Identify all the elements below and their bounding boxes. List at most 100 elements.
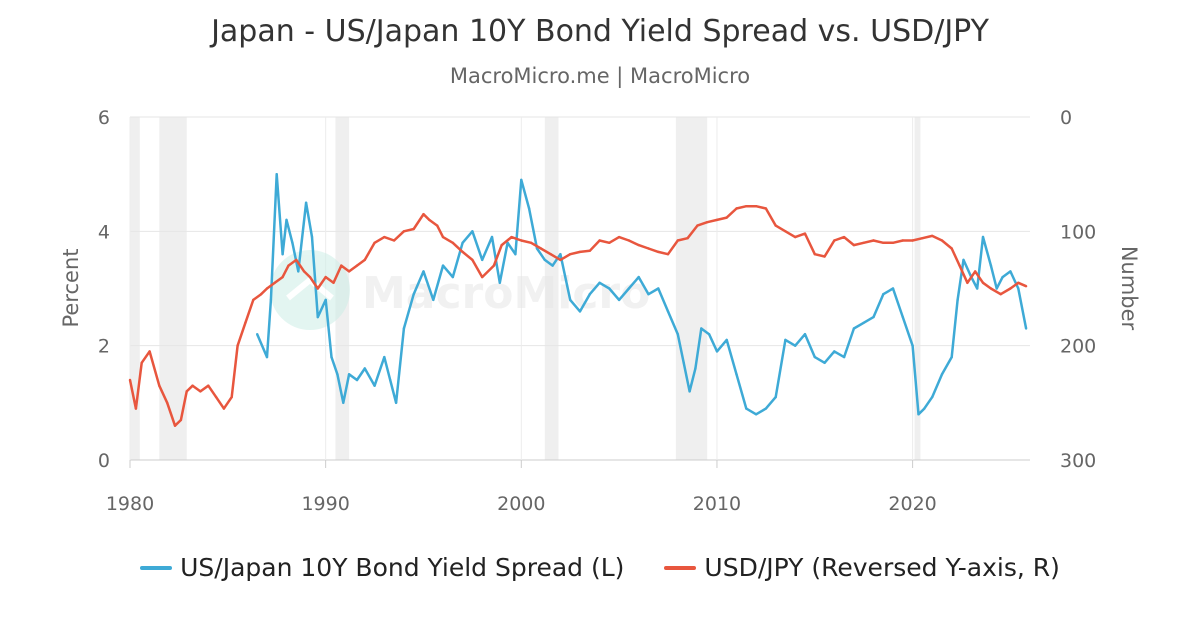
series-1-point <box>666 253 670 256</box>
series-1-point <box>134 407 138 410</box>
series-1-point <box>981 281 985 284</box>
chart-title: Japan - US/Japan 10Y Bond Yield Spread v… <box>211 14 989 49</box>
series-1-point <box>608 241 611 244</box>
series-1-point <box>617 235 621 239</box>
series-1-point <box>882 241 885 244</box>
series-0-point <box>1024 327 1028 330</box>
series-0-point <box>688 390 691 393</box>
series-0-point <box>803 333 807 336</box>
series-0-point <box>676 333 679 336</box>
series-1-point <box>657 250 660 254</box>
legend: US/Japan 10Y Bond Yield Spread (L) USD/J… <box>0 553 1200 582</box>
series-1-point <box>598 239 601 242</box>
series-1-point <box>966 281 969 284</box>
y-left-tick-label: 2 <box>98 336 110 358</box>
x-tick-label: 1980 <box>106 493 154 515</box>
series-1-point <box>833 239 836 242</box>
legend-swatch-spread <box>140 565 173 570</box>
series-1-point <box>725 216 728 219</box>
series-1-point <box>402 230 406 233</box>
series-lines <box>128 172 1028 427</box>
series-1-point <box>185 390 188 393</box>
series-1-point <box>308 275 312 279</box>
series-1-point <box>813 253 816 256</box>
series-1-point <box>794 235 797 239</box>
y-right-tick-label: 100 <box>1060 221 1096 243</box>
series-1-point <box>428 218 431 222</box>
series-0-point <box>901 315 904 319</box>
series-0-point <box>989 264 993 267</box>
series-0-point <box>441 264 445 267</box>
series-0-point <box>297 270 300 273</box>
series-1-point <box>931 234 934 238</box>
series-0-point <box>461 241 464 244</box>
series-0-point <box>911 344 914 347</box>
series-1-point <box>347 270 351 273</box>
series-1-point <box>259 293 263 296</box>
series-0-point <box>265 355 269 359</box>
series-0-point <box>940 373 944 376</box>
y-left-tick-label: 6 <box>98 107 110 129</box>
series-0-point <box>882 293 885 296</box>
series-0-point <box>569 298 572 302</box>
series-1-point <box>901 239 904 242</box>
series-1-point <box>696 224 699 227</box>
series-0-point <box>514 253 517 256</box>
y-left-tick-label: 0 <box>98 450 110 472</box>
series-0-point <box>917 413 920 416</box>
legend-label-spread: US/Japan 10Y Bond Yield Spread (L) <box>180 553 625 582</box>
recession-band-3 <box>544 117 559 460</box>
series-0-point <box>745 407 748 410</box>
series-0-point <box>394 401 398 404</box>
series-1-point <box>754 205 758 208</box>
series-1-point <box>872 239 875 242</box>
series-1-point <box>1017 281 1020 284</box>
series-1-point <box>940 239 944 242</box>
series-0-point <box>275 173 278 176</box>
series-0-point <box>872 315 875 319</box>
recession-bands <box>130 117 921 460</box>
series-0-point <box>862 321 865 324</box>
series-1-point <box>373 241 376 244</box>
series-0-point <box>559 253 562 256</box>
series-0-point <box>666 310 670 313</box>
series-0-point <box>402 327 406 330</box>
series-1-point <box>148 350 151 353</box>
series-0-point <box>389 378 392 382</box>
legend-swatch-usdjpy <box>664 565 697 570</box>
series-1-point <box>852 243 856 247</box>
series-1-point <box>281 275 284 279</box>
series-1-point <box>191 384 194 387</box>
series-0-point <box>962 258 965 262</box>
y-right-tick-label: 300 <box>1060 450 1096 472</box>
x-tick-label: 2020 <box>888 493 936 515</box>
series-0-point <box>383 355 386 359</box>
series-1-point <box>588 249 591 252</box>
series-0-point <box>347 373 351 376</box>
watermark-text: MacroMicro <box>362 268 650 319</box>
series-0-point <box>342 401 345 404</box>
series-0-point <box>355 378 359 382</box>
series-1-point <box>529 241 533 244</box>
series-1-point <box>166 401 169 404</box>
series-0-point <box>764 407 768 410</box>
series-1-point <box>441 235 445 239</box>
series-0-point <box>330 355 333 359</box>
series-0-point <box>363 367 366 370</box>
series-0-point <box>813 355 816 359</box>
series-0-point <box>498 281 501 284</box>
legend-label-usdjpy: USD/JPY (Reversed Y-axis, R) <box>704 553 1060 582</box>
y-axis-left-label: Percent <box>59 248 83 327</box>
series-0-point <box>422 270 425 273</box>
legend-item-spread[interactable]: US/Japan 10Y Bond Yield Spread (L) <box>140 553 624 582</box>
series-1-point <box>578 250 582 254</box>
legend-item-usdjpy[interactable]: USD/JPY (Reversed Y-axis, R) <box>664 553 1060 582</box>
series-1-point <box>332 281 335 284</box>
series-1-point <box>823 255 826 258</box>
series-1-point <box>647 247 650 250</box>
series-1-point <box>383 235 386 239</box>
series-0-point <box>432 298 435 302</box>
series-0-point <box>490 235 494 239</box>
series-1-point <box>422 213 425 216</box>
